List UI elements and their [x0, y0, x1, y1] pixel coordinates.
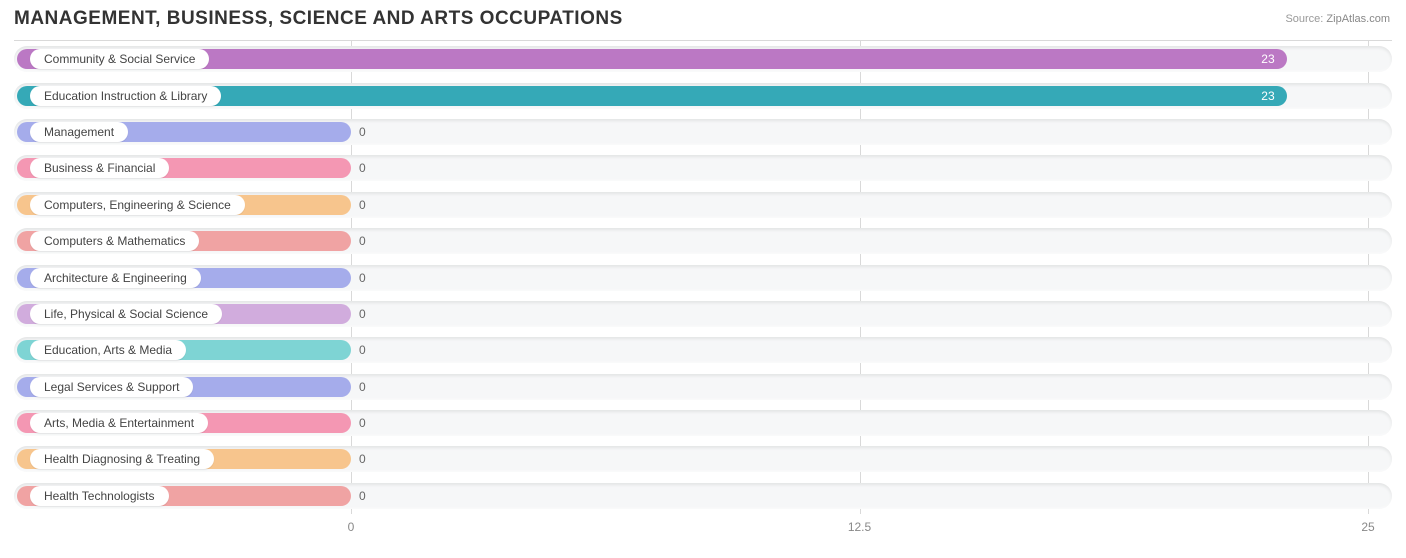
bar-row: Education Instruction & Library 23 — [14, 77, 1392, 113]
bar-row: Computers, Engineering & Science 0 — [14, 187, 1392, 223]
bar-row: Management 0 — [14, 114, 1392, 150]
bar-value: 0 — [351, 192, 366, 218]
bar-track: Arts, Media & Entertainment 0 — [14, 410, 1392, 436]
bar-value: 23 — [1261, 83, 1286, 109]
bar-label-pill: Business & Financial — [30, 158, 169, 178]
bar-track: Management 0 — [14, 119, 1392, 145]
source-value: ZipAtlas.com — [1326, 13, 1390, 25]
bar-label-pill: Computers, Engineering & Science — [30, 195, 245, 215]
chart-source: Source: ZipAtlas.com — [1285, 13, 1390, 25]
bar-track: Life, Physical & Social Science 0 — [14, 301, 1392, 327]
chart-title: MANAGEMENT, BUSINESS, SCIENCE AND ARTS O… — [14, 8, 623, 30]
bar-row: Life, Physical & Social Science 0 — [14, 296, 1392, 332]
bar-row: Legal Services & Support 0 — [14, 369, 1392, 405]
bar-value: 23 — [1261, 46, 1286, 72]
bar-value: 0 — [351, 374, 366, 400]
bar-value: 0 — [351, 337, 366, 363]
chart-plot: Community & Social Service23Education In… — [14, 40, 1392, 514]
bar-track: Community & Social Service 23 — [14, 46, 1392, 72]
bar-row: Architecture & Engineering 0 — [14, 259, 1392, 295]
x-axis: 0 12.5 25 — [14, 514, 1392, 540]
x-tick-label: 25 — [1361, 520, 1374, 534]
bar-row: Health Diagnosing & Treating 0 — [14, 441, 1392, 477]
bar-row: Community & Social Service 23 — [14, 41, 1392, 77]
bar-row: Health Technologists 0 — [14, 478, 1392, 514]
bar-track: Architecture & Engineering 0 — [14, 265, 1392, 291]
bar-label-pill: Management — [30, 122, 128, 142]
bar-track: Education Instruction & Library 23 — [14, 83, 1392, 109]
bar-value: 0 — [351, 155, 366, 181]
bar-track: Computers, Engineering & Science 0 — [14, 192, 1392, 218]
bar-track: Health Diagnosing & Treating 0 — [14, 446, 1392, 472]
bar-row: Arts, Media & Entertainment 0 — [14, 405, 1392, 441]
bar-label-pill: Computers & Mathematics — [30, 231, 199, 251]
bar-label-pill: Architecture & Engineering — [30, 268, 201, 288]
source-label: Source: — [1285, 13, 1323, 25]
bar-label-pill: Health Technologists — [30, 486, 169, 506]
bar-label-pill: Education Instruction & Library — [30, 86, 221, 106]
bar-track: Computers & Mathematics 0 — [14, 228, 1392, 254]
bar-track: Health Technologists 0 — [14, 483, 1392, 509]
bar-label-pill: Community & Social Service — [30, 49, 209, 69]
bar-row: Education, Arts & Media 0 — [14, 332, 1392, 368]
bar-label-pill: Education, Arts & Media — [30, 340, 186, 360]
x-tick-label: 12.5 — [848, 520, 871, 534]
bar-value: 0 — [351, 410, 366, 436]
bar-row: Computers & Mathematics 0 — [14, 223, 1392, 259]
chart-header: MANAGEMENT, BUSINESS, SCIENCE AND ARTS O… — [0, 0, 1406, 34]
bar-track: Business & Financial 0 — [14, 155, 1392, 181]
bar-label-pill: Legal Services & Support — [30, 377, 193, 397]
bar-value: 0 — [351, 301, 366, 327]
bar-value: 0 — [351, 446, 366, 472]
chart-body: Community & Social Service23Education In… — [0, 34, 1406, 514]
bar-value: 0 — [351, 483, 366, 509]
chart-container: MANAGEMENT, BUSINESS, SCIENCE AND ARTS O… — [0, 0, 1406, 558]
bar-track: Education, Arts & Media 0 — [14, 337, 1392, 363]
bar-row: Business & Financial 0 — [14, 150, 1392, 186]
bar-label-pill: Health Diagnosing & Treating — [30, 449, 214, 469]
bar-value: 0 — [351, 119, 366, 145]
bar-value: 0 — [351, 228, 366, 254]
x-tick-label: 0 — [348, 520, 355, 534]
bar-label-pill: Life, Physical & Social Science — [30, 304, 222, 324]
bar-value: 0 — [351, 265, 366, 291]
bar-label-pill: Arts, Media & Entertainment — [30, 413, 208, 433]
bar-track: Legal Services & Support 0 — [14, 374, 1392, 400]
